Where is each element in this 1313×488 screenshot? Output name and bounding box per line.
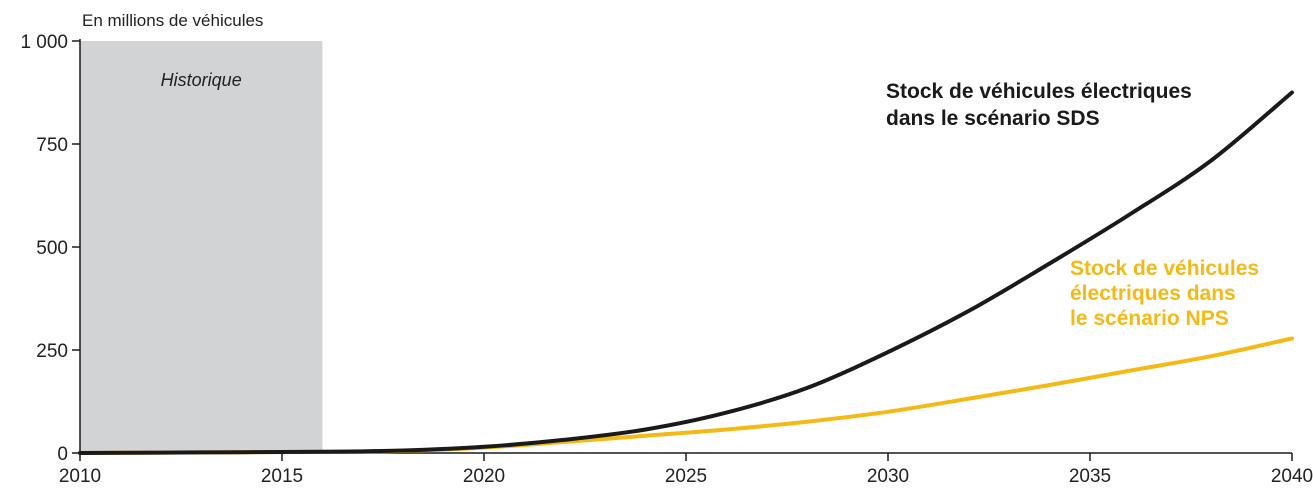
series-lines — [78, 90, 1294, 455]
x-tick-label: 2030 — [867, 466, 909, 487]
x-tick-label: 2025 — [665, 466, 707, 487]
x-tick-label: 2010 — [59, 466, 101, 487]
y-tick-label: 0 — [57, 444, 68, 465]
y-tick-label: 250 — [36, 341, 68, 362]
series-label-line: Stock de véhicules — [1070, 257, 1259, 280]
y-tick-labels: 0 250 500 750 1 000 — [20, 32, 80, 465]
series-label-nps: Stock de véhicules électriques dans le scé… — [1070, 257, 1259, 330]
series-label-line: dans le scénario SDS — [886, 107, 1100, 130]
x-tick-label: 2015 — [261, 466, 303, 487]
series-label-sds: Stock de véhicules électriques dans le sc… — [886, 80, 1192, 130]
y-tick-label: 1 000 — [20, 32, 68, 53]
series-labels: Stock de véhicules électriques dans le sc… — [886, 80, 1259, 330]
series-label-line: électriques dans — [1070, 282, 1236, 305]
x-tick-label: 2020 — [463, 466, 505, 487]
historique-label: Historique — [161, 70, 242, 90]
x-tick-label: 2035 — [1069, 466, 1111, 487]
x-tick-labels: 2010 2015 2020 2025 2030 2035 2040 — [59, 453, 1313, 487]
historique-band — [80, 41, 323, 453]
series-label-line: le scénario NPS — [1070, 307, 1229, 330]
y-tick-label: 500 — [36, 238, 68, 259]
x-tick-label: 2040 — [1271, 466, 1313, 487]
y-tick-label: 750 — [36, 135, 68, 156]
series-line-sds — [78, 90, 1294, 455]
series-label-line: Stock de véhicules électriques — [886, 80, 1192, 103]
y-axis-unit-label: En millions de véhicules — [82, 11, 263, 30]
